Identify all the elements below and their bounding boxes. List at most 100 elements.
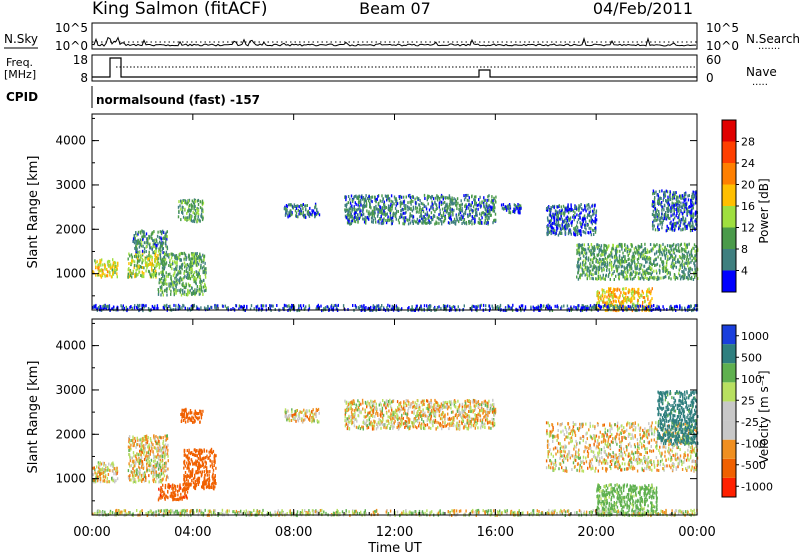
power-cell	[618, 254, 621, 258]
power-cell	[379, 199, 381, 203]
power-cell	[646, 290, 648, 294]
power-cell	[148, 237, 150, 241]
power-cell	[159, 230, 161, 234]
power-cell	[183, 304, 185, 308]
power-cell	[349, 197, 351, 201]
power-cell	[265, 304, 267, 308]
power-cell	[552, 227, 555, 231]
power-cell	[692, 246, 694, 250]
power-cell	[613, 263, 615, 267]
power-cell	[172, 274, 175, 278]
power-cell	[366, 209, 368, 213]
power-cell	[203, 255, 205, 259]
power-cell	[691, 207, 693, 211]
power-cell	[401, 213, 403, 217]
power-cell	[283, 306, 285, 310]
power-cell	[183, 261, 186, 265]
power-cell	[683, 204, 685, 208]
power-cell	[645, 307, 647, 310]
power-cell	[153, 263, 155, 267]
power-cell	[93, 305, 96, 309]
power-cell	[299, 211, 301, 215]
power-cell	[180, 293, 183, 297]
power-cell	[612, 247, 615, 251]
power-cell	[427, 194, 429, 198]
power-cell	[606, 266, 608, 270]
power-cell	[164, 288, 166, 292]
power-cell	[556, 223, 558, 227]
power-cell	[147, 257, 149, 261]
power-cell	[135, 242, 137, 246]
power-cell	[288, 304, 290, 308]
power-cell	[165, 250, 168, 254]
power-cell	[587, 243, 589, 247]
power-cell	[471, 210, 474, 214]
power-cell	[587, 213, 589, 217]
power-cell	[592, 213, 594, 217]
power-cell	[377, 304, 379, 308]
power-cell	[588, 226, 590, 230]
power-cell	[648, 305, 651, 309]
power-cell	[577, 264, 580, 268]
power-cell	[426, 213, 428, 217]
power-cell	[662, 276, 664, 280]
power-cell	[649, 307, 652, 311]
power-cell	[135, 274, 137, 278]
power-cell	[591, 245, 593, 249]
power-cell	[576, 224, 578, 228]
velocity-cell	[98, 462, 100, 466]
power-cell	[505, 208, 508, 212]
power-cell	[194, 208, 197, 212]
power-cell	[590, 273, 593, 277]
power-cell	[686, 306, 689, 310]
power-cell	[185, 256, 188, 260]
power-cell	[475, 201, 477, 205]
power-cell	[639, 271, 641, 275]
power-cell	[588, 249, 591, 253]
power-cell	[351, 208, 354, 211]
power-cell	[672, 213, 674, 217]
power-cell	[638, 304, 640, 308]
power-cell	[412, 207, 415, 211]
power-cell	[672, 242, 675, 246]
power-cell	[593, 212, 595, 216]
power-cell	[195, 263, 198, 267]
power-cell	[690, 201, 692, 205]
power-cell	[148, 270, 151, 274]
power-cell	[412, 195, 414, 198]
power-cell	[552, 229, 554, 232]
power-cell	[579, 253, 581, 257]
power-cell	[561, 232, 563, 235]
power-cell	[317, 211, 319, 215]
power-cell	[597, 296, 600, 300]
power-cell	[155, 265, 157, 269]
power-cell	[457, 201, 459, 205]
power-cell	[134, 273, 136, 277]
power-cell	[654, 219, 656, 223]
power-cell	[222, 304, 224, 308]
power-cell	[608, 300, 611, 304]
power-cell	[590, 271, 592, 275]
power-cell	[145, 304, 147, 308]
power-cell	[588, 213, 590, 217]
power-cell	[312, 209, 315, 213]
power-cell	[547, 232, 549, 236]
power-cell	[589, 230, 592, 234]
power-cell	[666, 268, 669, 272]
power-cell	[473, 195, 476, 199]
power-cell	[94, 259, 96, 263]
power-cell	[205, 288, 207, 292]
power-cell	[159, 263, 161, 267]
power-cell	[597, 265, 600, 269]
power-cell	[162, 272, 164, 276]
power-cell	[143, 304, 146, 308]
power-cell	[202, 269, 204, 273]
power-cell	[135, 248, 137, 252]
power-cell	[187, 218, 189, 221]
power-cell	[295, 214, 297, 218]
power-cell	[597, 274, 599, 278]
power-cell	[683, 198, 685, 202]
power-cell	[134, 246, 136, 250]
